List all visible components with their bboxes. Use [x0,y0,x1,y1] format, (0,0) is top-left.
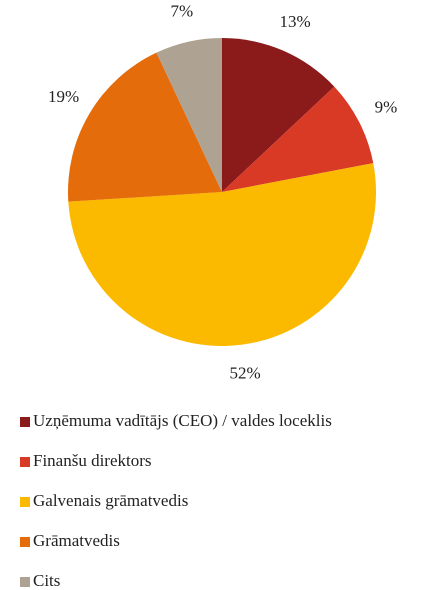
legend-swatch [20,577,30,587]
data-label: 9% [375,97,398,116]
legend-swatch [20,417,30,427]
data-label: 7% [171,1,194,20]
pie-slice [68,52,222,202]
legend-label: Grāmatvedis [33,531,120,550]
pie-slice [222,86,374,192]
legend-label: Cits [33,571,60,590]
legend-label: Uzņēmuma vadītājs (CEO) / valdes locekli… [33,411,332,430]
pie-slice [222,38,335,192]
legend-label: Galvenais grāmatvedis [33,491,188,510]
data-label: 19% [48,87,79,106]
data-label: 13% [279,12,310,31]
legend-swatch [20,497,30,507]
legend-swatch [20,457,30,467]
legend-label: Finanšu direktors [33,451,152,470]
pie-slice [68,163,376,346]
legend-swatch [20,537,30,547]
pie-slice [156,38,222,192]
data-label: 52% [229,363,260,382]
